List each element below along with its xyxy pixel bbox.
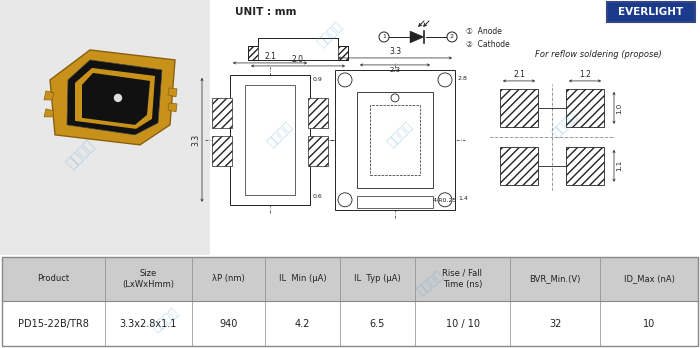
Text: 2.1: 2.1 <box>513 70 525 79</box>
Text: BVR_Min.(V): BVR_Min.(V) <box>529 274 581 283</box>
Text: 0.9: 0.9 <box>313 77 323 82</box>
Text: 10 / 10: 10 / 10 <box>445 319 480 329</box>
Text: EVERLIGHT: EVERLIGHT <box>618 7 684 17</box>
Text: 4.2: 4.2 <box>295 319 310 329</box>
Text: 超毅电子: 超毅电子 <box>385 120 415 150</box>
Text: 超毅电子: 超毅电子 <box>149 305 181 334</box>
Text: 940: 940 <box>219 319 238 329</box>
Bar <box>357 92 433 188</box>
Text: 超毅电子: 超毅电子 <box>550 110 580 140</box>
Bar <box>566 89 604 127</box>
Text: Product: Product <box>37 274 69 283</box>
Bar <box>248 46 258 60</box>
Polygon shape <box>82 73 150 125</box>
Text: λP (nm): λP (nm) <box>212 274 245 283</box>
Text: IL  Typ (μA): IL Typ (μA) <box>354 274 401 283</box>
Text: 超毅电子: 超毅电子 <box>63 138 97 172</box>
Text: 32: 32 <box>549 319 561 329</box>
Polygon shape <box>44 109 54 117</box>
Text: 3.3: 3.3 <box>191 134 200 146</box>
Text: ②  Cathode: ② Cathode <box>466 40 510 49</box>
Bar <box>566 147 604 185</box>
Text: 2.0: 2.0 <box>292 55 304 64</box>
Bar <box>0 0 210 255</box>
Polygon shape <box>75 68 155 129</box>
Text: 1.1: 1.1 <box>616 160 622 172</box>
Bar <box>338 46 348 60</box>
Text: ID_Max (nA): ID_Max (nA) <box>624 274 674 283</box>
Bar <box>308 136 328 166</box>
Polygon shape <box>410 31 424 43</box>
Circle shape <box>447 32 457 42</box>
Text: 超毅电子: 超毅电子 <box>265 120 295 150</box>
Text: For reflow soldering (propose): For reflow soldering (propose) <box>535 50 661 60</box>
Bar <box>2 257 698 301</box>
Text: 6.5: 6.5 <box>370 319 385 329</box>
Text: 3.3: 3.3 <box>389 47 401 56</box>
Text: 2.8: 2.8 <box>458 76 468 81</box>
Bar <box>245 85 295 195</box>
Bar <box>500 89 538 127</box>
Polygon shape <box>50 50 175 145</box>
Text: 10: 10 <box>643 319 655 329</box>
Text: PD15-22B/TR8: PD15-22B/TR8 <box>18 319 89 329</box>
Text: 1.4: 1.4 <box>458 196 468 201</box>
Polygon shape <box>248 38 348 60</box>
Circle shape <box>338 193 352 207</box>
Text: 超毅电子: 超毅电子 <box>315 20 345 50</box>
Bar <box>230 75 310 205</box>
Text: 超毅电子: 超毅电子 <box>414 268 446 298</box>
Text: 2.1: 2.1 <box>264 52 276 61</box>
Polygon shape <box>168 103 177 112</box>
Text: 1: 1 <box>382 34 386 39</box>
Text: ①  Anode: ① Anode <box>466 27 502 37</box>
Text: 2.3: 2.3 <box>389 67 400 73</box>
Bar <box>212 98 232 128</box>
Bar <box>370 105 420 175</box>
Bar <box>212 136 232 166</box>
Polygon shape <box>67 60 162 135</box>
Text: 2: 2 <box>450 34 454 39</box>
Text: IL  Min (μA): IL Min (μA) <box>279 274 326 283</box>
Text: Size
(LxWxHmm): Size (LxWxHmm) <box>122 269 174 289</box>
Bar <box>335 70 455 210</box>
Text: Rise / Fall
Time (ns): Rise / Fall Time (ns) <box>442 269 482 289</box>
Bar <box>500 147 538 185</box>
Circle shape <box>338 73 352 87</box>
Circle shape <box>438 193 452 207</box>
Circle shape <box>379 32 389 42</box>
Text: 4-R0.25: 4-R0.25 <box>433 198 457 203</box>
Text: 1.0: 1.0 <box>616 102 622 113</box>
Bar <box>308 98 328 128</box>
Polygon shape <box>44 91 54 100</box>
Circle shape <box>115 94 122 101</box>
Circle shape <box>438 73 452 87</box>
Text: 1.2: 1.2 <box>579 70 591 79</box>
Text: 0.6: 0.6 <box>313 194 323 199</box>
Bar <box>357 196 433 208</box>
Text: UNIT : mm: UNIT : mm <box>235 7 297 17</box>
Text: 3.3x2.8x1.1: 3.3x2.8x1.1 <box>120 319 177 329</box>
Polygon shape <box>168 88 177 97</box>
Circle shape <box>391 94 399 102</box>
Bar <box>607 2 695 22</box>
